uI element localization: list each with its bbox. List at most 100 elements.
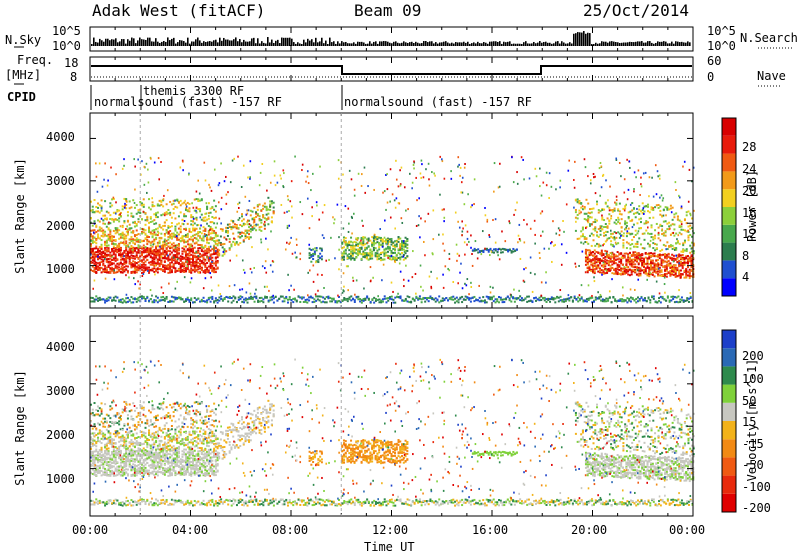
- power-cell: [355, 241, 358, 244]
- power-cell: [148, 236, 151, 239]
- power-cell: [516, 182, 519, 185]
- power-cell: [379, 238, 382, 241]
- power-cell: [601, 298, 604, 301]
- power-cell: [260, 296, 263, 299]
- power-cell: [195, 227, 198, 230]
- power-cell: [184, 261, 187, 264]
- power-cell: [471, 264, 474, 267]
- power-cell: [253, 206, 256, 209]
- power-cell: [181, 237, 184, 240]
- power-cell: [600, 295, 603, 298]
- power-cell: [202, 239, 205, 242]
- power-cell: [211, 268, 214, 271]
- power-cell: [634, 259, 637, 262]
- power-cell: [653, 275, 656, 278]
- power-cell: [135, 269, 138, 272]
- power-cell: [156, 230, 159, 233]
- power-cell: [641, 254, 644, 257]
- noise-bar: [135, 43, 137, 46]
- power-cell: [197, 261, 200, 264]
- power-cell: [123, 221, 126, 224]
- power-cell: [172, 249, 175, 252]
- power-cell: [141, 268, 143, 271]
- power-cell: [610, 214, 613, 217]
- power-cell: [232, 232, 235, 235]
- power-cell: [402, 258, 405, 261]
- power-cell: [606, 271, 609, 274]
- power-cell: [211, 221, 214, 224]
- noise-bar: [251, 38, 253, 46]
- power-cell: [651, 259, 654, 262]
- power-cell: [690, 241, 693, 244]
- power-cell: [149, 220, 152, 223]
- power-cell: [393, 199, 396, 202]
- power-cell: [545, 301, 548, 304]
- power-cell: [214, 226, 217, 229]
- power-cell: [613, 261, 616, 264]
- power-cell: [634, 245, 637, 248]
- power-cell: [507, 250, 510, 253]
- power-cell: [172, 233, 175, 236]
- power-cell: [237, 296, 240, 299]
- power-cell: [116, 228, 119, 231]
- power-cell: [304, 299, 307, 302]
- power-cell: [686, 261, 689, 264]
- power-cell: [351, 252, 354, 255]
- power-cell: [104, 249, 107, 252]
- power-cell: [676, 267, 679, 270]
- power-cell: [583, 235, 586, 238]
- power-cell: [618, 272, 621, 275]
- power-cell: [202, 253, 205, 256]
- power-cell: [598, 296, 601, 299]
- power-cell: [578, 209, 581, 212]
- power-cell: [209, 236, 212, 239]
- power-cell: [499, 296, 502, 299]
- power-cell: [176, 251, 179, 254]
- power-cell: [249, 224, 252, 227]
- power-cell: [193, 269, 196, 272]
- power-cell: [686, 258, 689, 261]
- power-cell: [155, 270, 158, 273]
- power-cell: [402, 241, 405, 244]
- power-cell: [631, 238, 634, 241]
- power-cell: [692, 242, 695, 245]
- power-cell: [177, 201, 180, 204]
- power-cell: [262, 216, 265, 219]
- power-cell: [170, 203, 173, 206]
- power-cell: [144, 266, 147, 269]
- power-cell: [121, 271, 124, 274]
- power-cell: [357, 244, 360, 247]
- power-cell: [489, 291, 492, 294]
- power-cell: [126, 228, 129, 231]
- noise-bar: [433, 43, 435, 46]
- power-cell: [130, 254, 133, 257]
- power-cell: [301, 297, 304, 300]
- power-cell: [406, 249, 409, 252]
- power-cell: [650, 259, 653, 262]
- power-cell: [211, 267, 214, 270]
- power-cell: [473, 295, 476, 298]
- power-cell: [202, 226, 205, 229]
- power-cell: [652, 295, 655, 298]
- power-cell: [630, 253, 633, 256]
- power-cell: [265, 207, 268, 210]
- power-cell: [692, 252, 695, 255]
- power-cell: [590, 211, 593, 214]
- noise-bar: [287, 37, 289, 46]
- power-cell: [141, 247, 144, 250]
- power-cell: [248, 297, 251, 300]
- power-cell: [639, 257, 642, 260]
- power-cell: [332, 297, 335, 300]
- power-cell: [125, 297, 128, 300]
- power-cell: [90, 244, 92, 247]
- power-cell: [527, 300, 530, 303]
- power-cell: [681, 265, 684, 268]
- power-cell: [91, 251, 94, 254]
- power-cell: [112, 299, 115, 302]
- power-cell: [585, 298, 588, 301]
- noise-bar: [103, 41, 105, 46]
- power-cell: [179, 237, 182, 240]
- power-cell: [158, 265, 161, 268]
- power-cell: [199, 271, 202, 274]
- power-cell: [319, 252, 322, 255]
